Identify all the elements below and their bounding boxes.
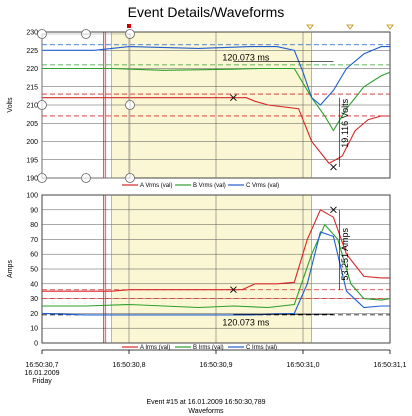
series-line-2 [42, 223, 391, 309]
marker-triangle [346, 24, 354, 30]
y-tick-label: 60 [30, 252, 38, 259]
time-measure-label: 120.073 ms [222, 317, 270, 327]
legend-label: C Vrms (val) [246, 183, 279, 189]
y-tick-label: 20 [30, 311, 38, 318]
chart-title: Event Details/Waveforms [127, 4, 285, 20]
y-tick-label: 190 [26, 176, 38, 183]
chart-panel-2: 0 10 20 30 40 50 60 70 80 90 100 120.073 ms 53.251 A… [7, 193, 391, 351]
y-tick-label: 90 [30, 207, 38, 214]
footer-caption: Waveforms [188, 408, 224, 415]
legend-label: A Vrms (val) [140, 183, 172, 189]
legend-label: B Vrms (val) [193, 183, 226, 189]
cursor-marker [230, 286, 237, 294]
y-tick-label: 215 [26, 84, 38, 91]
event-flag [127, 24, 131, 28]
y-tick-label: 70 [30, 237, 38, 244]
legend: A Vrms (val) B Vrms (val) C Vrms (val) [122, 183, 279, 189]
y-tick-label: 0 [34, 341, 38, 348]
cursor-marker [330, 163, 337, 171]
legend-label: B Irms (val) [193, 345, 224, 351]
y-tick-label: 100 [26, 193, 38, 200]
time-measure-label: 120.073 ms [222, 53, 270, 63]
x-tick-label: Friday [32, 378, 52, 385]
y-tick-label: 80 [30, 222, 38, 229]
series-line-1 [42, 97, 390, 165]
x-tick-label: 16:50:30,8 [112, 362, 145, 369]
x-tick-label: 16:50:30,7 [25, 362, 58, 369]
amplitude-measure-label: 19.116 Volts [340, 98, 350, 147]
y-tick-label: 200 [26, 139, 38, 146]
y-tick-label: 50 [30, 267, 38, 274]
series-line-1 [42, 209, 390, 292]
y-tick-label: 220 [26, 66, 38, 73]
y-axis-label: Amps [7, 260, 14, 278]
selection-box [41, 33, 131, 179]
y-tick-label: 210 [26, 103, 38, 110]
y-tick-label: 195 [26, 157, 38, 164]
marker-triangle [306, 24, 314, 30]
y-axis-label: Volts [7, 97, 14, 113]
series-line-3 [42, 46, 390, 106]
y-tick-label: 10 [30, 326, 38, 333]
cursor-marker [330, 206, 337, 214]
y-tick-label: 40 [30, 281, 38, 288]
legend-label: C Irms (val) [246, 345, 277, 351]
y-tick-label: 30 [30, 296, 38, 303]
amplitude-measure-label: 53.251 Amps [340, 227, 350, 280]
legend-label: A Irms (val) [140, 345, 170, 351]
legend: A Irms (val) B Irms (val) C Irms (val) [122, 345, 277, 351]
y-tick-label: 225 [26, 48, 38, 55]
chart-panel-1: 190 195 200 205 210 215 220 225 230 120.073 ms 19.… [7, 30, 391, 189]
footer-event-info: Event #15 at 16.01.2009 16:50:30,789 [146, 399, 265, 406]
cursor-marker [230, 94, 237, 102]
x-tick-label: 16.01.2009 [24, 370, 59, 377]
marker-triangle [386, 24, 394, 30]
series-line-3 [41, 231, 390, 316]
y-tick-label: 230 [26, 30, 38, 37]
x-tick-label: 16:50:30,9 [199, 362, 232, 369]
y-tick-label: 205 [26, 121, 38, 128]
x-tick-label: 16:50:31,0 [286, 362, 319, 369]
x-tick-label: 16:50:31,1 [373, 362, 406, 369]
